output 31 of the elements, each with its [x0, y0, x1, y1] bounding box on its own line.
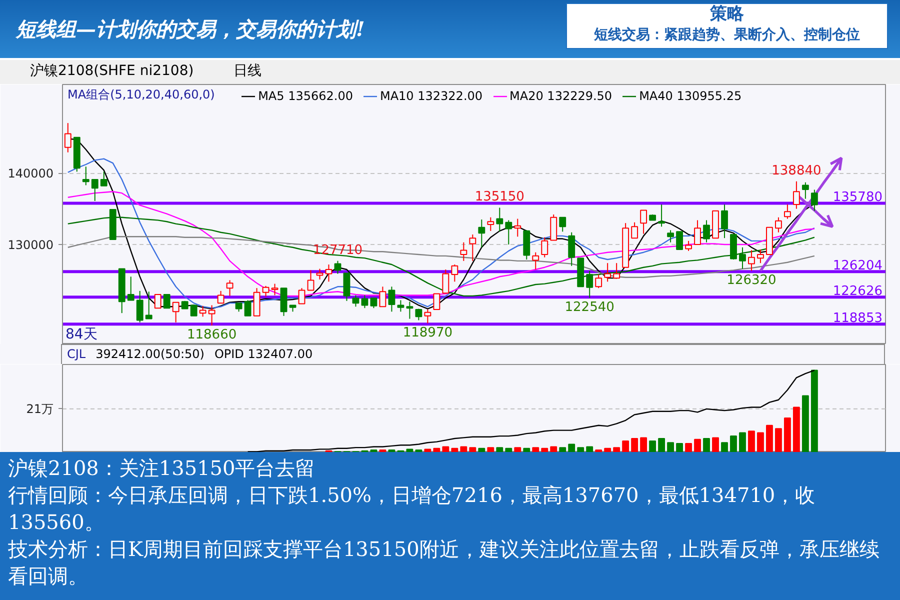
legend-label: MA10 132322.00: [380, 89, 483, 103]
ref-line-label: 118853: [832, 311, 883, 326]
text: 技术分析：日K周期目前回踩支撑平台135150附近，建议关注此位置去留，止跌看反弹，承压继续看回调。: [8, 536, 880, 590]
legend-label: MA40 130955.25: [639, 89, 742, 103]
text: 短线组—计划你的交易，交易你的计划!: [16, 16, 365, 43]
annotation: 135150: [474, 190, 524, 205]
chart-title: 沪镍2108(SHFE ni2108): [30, 63, 194, 79]
ref-line-label: 126204: [832, 258, 883, 274]
y-tick-label: 140000: [8, 166, 54, 181]
text: 行情回顾：今日承压回调，日下跌1.50%，日增仓7216，最高137670，最低134710，收135560。: [8, 482, 816, 536]
annotation: 118660: [186, 328, 237, 342]
legend-title: MA组合(5,10,20,40,60,0): [68, 88, 215, 102]
legend-label: MA5 135662.00: [258, 89, 353, 103]
annotation: 138840: [772, 163, 822, 178]
y-tick-label: 130000: [8, 238, 54, 252]
x-axis-title: 84天: [66, 326, 98, 342]
text: 策略: [709, 4, 745, 25]
text: OPID 132407.00: [214, 346, 313, 363]
text: 392412.00(50:50): [96, 346, 204, 363]
text: 短线交易：紧跟趋势、果断介入、控制仓位: [593, 26, 861, 45]
annotation: 126320: [726, 272, 776, 288]
text: 沪镍2108：关注135150平台去留: [8, 455, 316, 482]
annotation: 127710: [312, 242, 363, 258]
ref-line-label: 21万: [26, 402, 54, 416]
annotation: 122540: [564, 300, 614, 315]
ref-line-label: 122626: [832, 284, 883, 300]
ref-line-label: 135780: [832, 190, 883, 206]
chart-subtitle: 日线: [234, 63, 262, 79]
annotation: 118970: [402, 325, 453, 340]
legend-title: CJL: [67, 346, 86, 363]
legend-label: MA20 132229.50: [510, 89, 612, 103]
